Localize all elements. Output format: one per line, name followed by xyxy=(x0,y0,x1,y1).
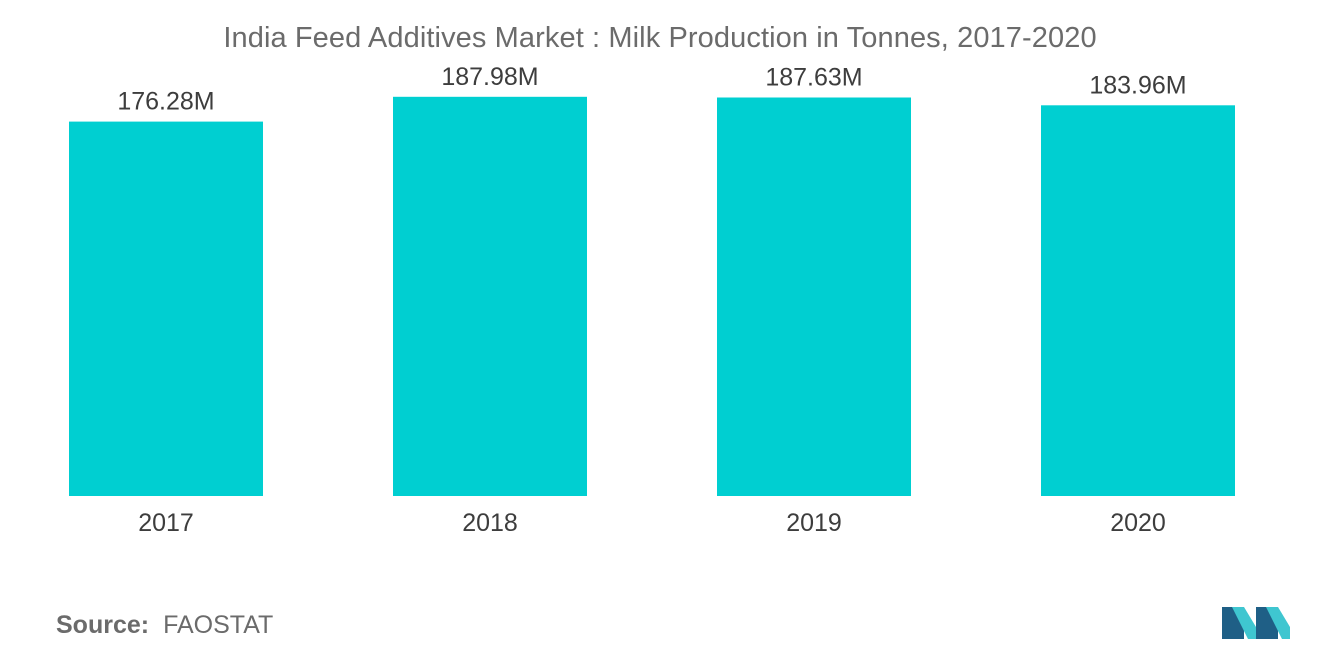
x-tick-label-2019: 2019 xyxy=(786,509,842,537)
data-label-2020: 183.96M xyxy=(1089,71,1186,99)
data-label-2019: 187.63M xyxy=(765,64,862,92)
data-label-2017: 176.28M xyxy=(117,88,214,116)
bar-2019 xyxy=(717,97,911,496)
x-tick-label-2017: 2017 xyxy=(138,509,194,537)
source-value: FAOSTAT xyxy=(163,611,274,639)
bar-2017 xyxy=(69,121,263,496)
x-tick-label-2018: 2018 xyxy=(462,509,518,537)
data-label-2018: 187.98M xyxy=(441,63,538,91)
chart-title: India Feed Additives Market : Milk Produ… xyxy=(223,22,1097,54)
source-note: Source: FAOSTAT xyxy=(56,611,273,640)
bar-2018 xyxy=(393,96,587,497)
x-tick-label-2020: 2020 xyxy=(1110,509,1166,537)
mordor-intelligence-logo-icon xyxy=(1222,607,1290,639)
source-label: Source: xyxy=(56,611,150,639)
bar-2020 xyxy=(1041,105,1235,497)
